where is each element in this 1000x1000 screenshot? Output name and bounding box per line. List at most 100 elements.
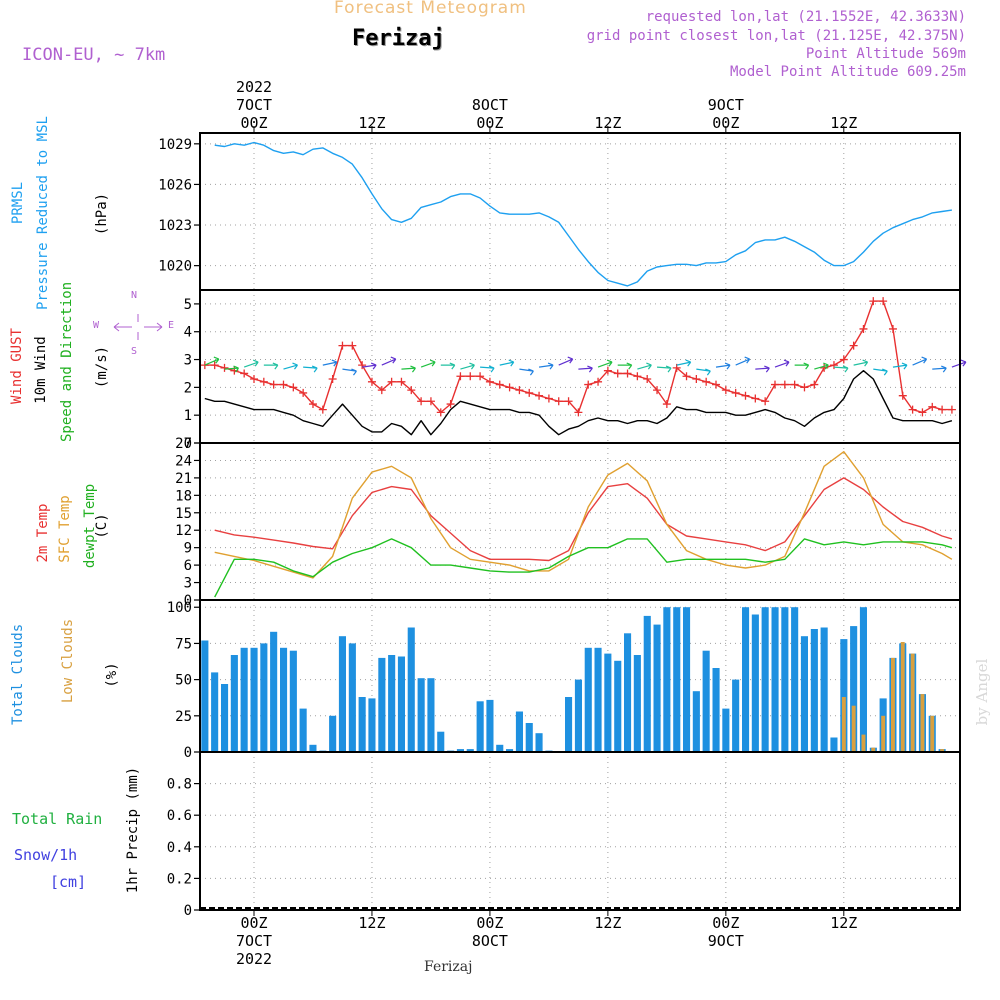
- percent-label: (%): [104, 662, 120, 688]
- bar-low-clouds: [920, 694, 925, 752]
- precip-panel: 0 0.2 0.4 0.6 0.8: [167, 751, 961, 919]
- ytick-label: 0.2: [167, 871, 192, 887]
- bar-total-clouds: [643, 615, 651, 752]
- wind-direction-arrow: [735, 356, 751, 366]
- snow-label: Snow/1h: [14, 846, 78, 864]
- time-axis-label: 8OCT: [472, 96, 508, 114]
- bar-low-clouds: [940, 749, 945, 752]
- grid-point-coords: grid point closest lon,lat (21.125E, 42.…: [586, 28, 966, 44]
- time-axis-label: 2022: [236, 950, 272, 968]
- compass-east: E: [168, 320, 175, 331]
- gust-point: [269, 380, 278, 389]
- bar-total-clouds: [840, 639, 848, 752]
- gust-point: [318, 405, 327, 414]
- bar-total-clouds: [574, 679, 582, 752]
- bar-total-clouds: [732, 679, 740, 752]
- gust-point: [682, 372, 691, 381]
- bar-total-clouds: [358, 697, 366, 752]
- watermark: by Angel: [973, 658, 991, 726]
- gust-point: [299, 388, 308, 397]
- bar-low-clouds: [900, 642, 905, 752]
- location-title: Ferizaj: [352, 26, 445, 51]
- gust-point: [849, 341, 858, 350]
- ytick-label: 3: [184, 576, 192, 592]
- bar-total-clouds: [407, 627, 415, 752]
- wind-direction-arrow: [204, 356, 220, 366]
- ytick-label: 0.8: [167, 777, 192, 793]
- gust-point: [505, 383, 514, 392]
- bar-total-clouds: [456, 749, 464, 752]
- gust-point: [584, 380, 593, 389]
- gust-point: [603, 366, 612, 375]
- gust-point: [810, 380, 819, 389]
- wind-direction-arrow: [420, 359, 436, 368]
- wind-direction-arrow: [814, 362, 829, 370]
- time-axis-label: 00Z: [240, 114, 267, 132]
- wind-direction-arrow: [460, 362, 475, 370]
- gust-point: [938, 405, 947, 414]
- compass-north: N: [131, 290, 138, 301]
- gust-point: [594, 377, 603, 386]
- ytick-label: 1026: [158, 177, 192, 193]
- wind-direction-arrow: [499, 359, 515, 367]
- bar-total-clouds: [810, 629, 818, 752]
- gust-point: [869, 297, 878, 306]
- total-clouds-label: Total Clouds: [10, 623, 26, 725]
- gust-point: [761, 397, 770, 406]
- bar-low-clouds: [930, 715, 935, 752]
- hpa-label: (hPa): [94, 192, 110, 236]
- low-clouds-label: Low Clouds: [60, 618, 76, 704]
- gust-point: [367, 377, 376, 386]
- time-axis-label: 12Z: [594, 114, 621, 132]
- bar-total-clouds: [653, 624, 661, 752]
- gust-point: [495, 380, 504, 389]
- gust-point: [770, 380, 779, 389]
- time-axis-label: 00Z: [712, 914, 739, 932]
- ytick-label: 3: [184, 353, 192, 369]
- ytick-label: 0.4: [167, 840, 192, 856]
- wind-direction-arrow: [243, 359, 259, 368]
- gust-point: [898, 391, 907, 400]
- compass-arrows-icon: [113, 314, 163, 340]
- gust-point: [574, 408, 583, 417]
- gust-point: [240, 369, 249, 378]
- ytick-label: 1: [184, 408, 192, 424]
- wind-panel: 0 1 2 3 4 5: [184, 289, 967, 452]
- bar-low-clouds: [841, 697, 846, 752]
- ytick-label: 27: [175, 436, 192, 452]
- bar-total-clouds: [397, 656, 405, 752]
- top-title: Forecast Meteogram: [334, 0, 527, 18]
- ytick-label: 0.6: [167, 808, 192, 824]
- bar-low-clouds: [871, 747, 876, 752]
- wind-direction-arrow: [322, 359, 338, 367]
- bar-low-clouds: [881, 715, 886, 752]
- bar-total-clouds: [378, 657, 386, 752]
- ytick-label: 0: [184, 745, 192, 761]
- gust-point: [348, 341, 357, 350]
- ytick-label: 0: [184, 593, 192, 609]
- pressure-label: Pressure Reduced to MSL: [35, 116, 51, 310]
- series-prmsl: [214, 141, 952, 287]
- bar-total-clouds: [221, 684, 229, 752]
- gust-point: [633, 372, 642, 381]
- gust-point: [259, 377, 268, 386]
- bar-total-clouds: [368, 698, 376, 752]
- wind-direction-arrow: [558, 356, 574, 366]
- bar-total-clouds: [781, 607, 789, 752]
- gust-point: [741, 391, 750, 400]
- speed-direction-label: Speed and Direction: [59, 281, 75, 442]
- ytick-label: 5: [184, 297, 192, 313]
- gust-point: [407, 386, 416, 395]
- gust-point: [358, 361, 367, 370]
- series-sfc-temp: [214, 451, 953, 579]
- ms-label: (m/s): [94, 345, 110, 389]
- gust-point: [918, 408, 927, 417]
- wind-direction-arrow: [833, 365, 849, 373]
- gust-point: [279, 380, 288, 389]
- gust-point: [623, 369, 632, 378]
- gust-point: [338, 341, 347, 350]
- gust-point: [515, 386, 524, 395]
- gust-label: Wind GUST: [9, 328, 25, 404]
- ytick-label: 1029: [158, 137, 192, 153]
- wind-direction-arrow: [342, 368, 357, 376]
